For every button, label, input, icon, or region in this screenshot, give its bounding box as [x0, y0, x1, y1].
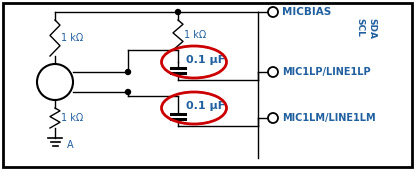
Circle shape: [268, 7, 278, 17]
Text: SDA: SDA: [368, 18, 376, 39]
Circle shape: [176, 10, 181, 14]
Circle shape: [268, 113, 278, 123]
Text: MIC1LM/LINE1LM: MIC1LM/LINE1LM: [282, 113, 376, 123]
Text: 0.1 μF: 0.1 μF: [186, 55, 226, 65]
Text: SCL: SCL: [356, 18, 364, 37]
Text: MICBIAS: MICBIAS: [282, 7, 331, 17]
Text: 1 kΩ: 1 kΩ: [61, 33, 83, 43]
Text: 1 kΩ: 1 kΩ: [184, 30, 206, 40]
Circle shape: [125, 89, 130, 95]
Circle shape: [37, 64, 73, 100]
Circle shape: [268, 67, 278, 77]
Text: A: A: [67, 140, 73, 150]
Text: MIC1LP/LINE1LP: MIC1LP/LINE1LP: [282, 67, 371, 77]
Circle shape: [125, 70, 130, 74]
Text: 0.1 μF: 0.1 μF: [186, 101, 226, 111]
Text: 1 kΩ: 1 kΩ: [61, 113, 83, 123]
